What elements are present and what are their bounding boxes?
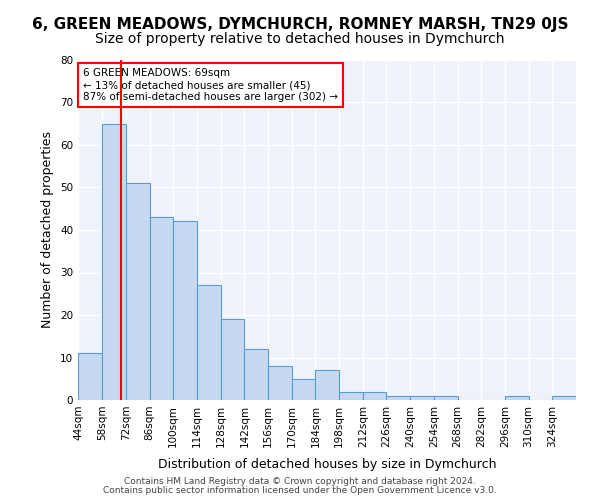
- Bar: [316, 370, 339, 400]
- Text: Contains HM Land Registry data © Crown copyright and database right 2024.: Contains HM Land Registry data © Crown c…: [124, 477, 476, 486]
- Bar: [173, 222, 197, 400]
- Bar: [505, 396, 529, 400]
- Bar: [292, 379, 316, 400]
- Text: 6 GREEN MEADOWS: 69sqm
← 13% of detached houses are smaller (45)
87% of semi-det: 6 GREEN MEADOWS: 69sqm ← 13% of detached…: [83, 68, 338, 102]
- Bar: [268, 366, 292, 400]
- Text: Contains public sector information licensed under the Open Government Licence v3: Contains public sector information licen…: [103, 486, 497, 495]
- Bar: [339, 392, 363, 400]
- Bar: [149, 217, 173, 400]
- Bar: [221, 320, 244, 400]
- Bar: [434, 396, 458, 400]
- Text: Size of property relative to detached houses in Dymchurch: Size of property relative to detached ho…: [95, 32, 505, 46]
- Bar: [79, 353, 102, 400]
- Bar: [386, 396, 410, 400]
- Y-axis label: Number of detached properties: Number of detached properties: [41, 132, 55, 328]
- X-axis label: Distribution of detached houses by size in Dymchurch: Distribution of detached houses by size …: [158, 458, 496, 471]
- Bar: [553, 396, 576, 400]
- Bar: [410, 396, 434, 400]
- Bar: [197, 285, 221, 400]
- Bar: [126, 183, 149, 400]
- Bar: [102, 124, 126, 400]
- Bar: [363, 392, 386, 400]
- Text: 6, GREEN MEADOWS, DYMCHURCH, ROMNEY MARSH, TN29 0JS: 6, GREEN MEADOWS, DYMCHURCH, ROMNEY MARS…: [32, 18, 568, 32]
- Bar: [244, 349, 268, 400]
